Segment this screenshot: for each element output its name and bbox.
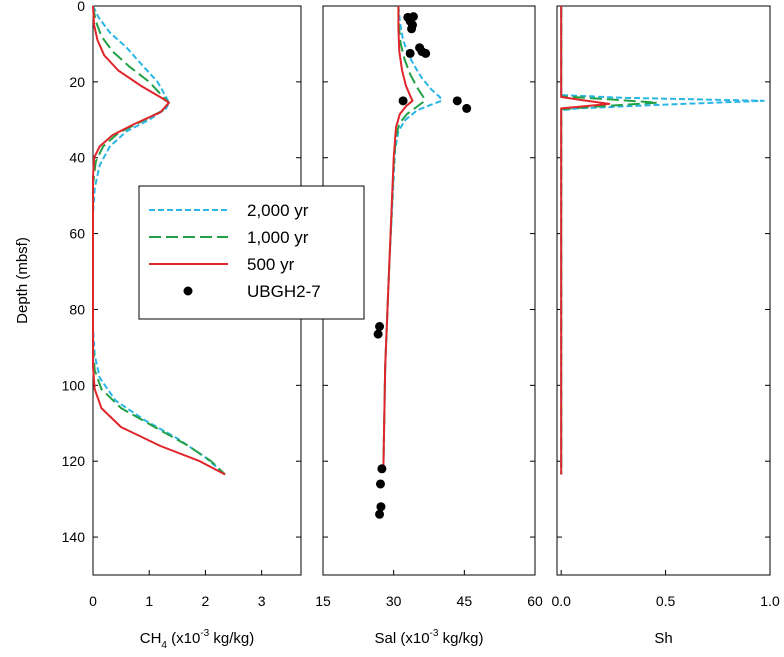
legend-label: 500 yr [247,255,295,274]
data-point-ubgh2-7 [375,322,385,332]
y-tick-label: 80 [69,301,85,317]
data-point-ubgh2-7 [407,24,417,34]
data-point-ubgh2-7 [462,103,472,113]
series-line-2-000-yr [92,5,226,476]
y-tick-label: 120 [62,453,86,469]
y-tick-label: 140 [62,529,86,545]
x-axis-label: CH4 (x10-3 kg/kg) [140,628,255,651]
y-tick-label: 20 [69,74,85,90]
series-line-1-000-yr [560,6,659,475]
x-tick-label: 15 [315,593,331,609]
panel-1: 0 20 40 60 80 100 120 140 0 1 2 3 CH4 (x10-3 kg/kg) D… [14,0,302,651]
plot-frame [556,5,771,576]
legend-label: UBGH2-7 [247,282,321,301]
x-axis-label: Sh [654,630,672,647]
legend-box [138,185,365,320]
x-tick-label: 1.0 [760,593,780,609]
x-tick-label: 60 [527,593,543,609]
y-tick-label: 40 [69,150,85,166]
x-tick-label: 0 [89,593,97,609]
data-point-ubgh2-7 [377,464,387,474]
legend-label: 1,000 yr [247,228,309,247]
legend-label: 2,000 yr [247,201,309,220]
y-tick-label: 60 [69,226,85,242]
data-point-ubgh2-7 [375,509,385,519]
series-line-2-000-yr [382,5,443,473]
data-point-ubgh2-7 [452,96,462,106]
data-point-ubgh2-7 [375,479,385,489]
x-tick-label: 0.0 [551,593,571,609]
panels: 0 20 40 60 80 100 120 140 0 1 2 3 CH4 (x10-3 kg/kg) D… [14,0,780,651]
series-line-500-yr [382,6,414,473]
data-point-ubgh2-7 [373,329,383,339]
data-point-ubgh2-7 [376,502,386,512]
x-tick-label: 3 [258,593,266,609]
x-tick-label: 0.5 [656,593,676,609]
series-line-1-000-yr [92,5,226,476]
x-axis-label: Sal (x10-3 kg/kg) [375,628,484,647]
y-tick-label: 100 [62,377,86,393]
data-point-ubgh2-7 [398,96,408,106]
data-point-ubgh2-7 [421,48,431,58]
x-tick-label: 45 [457,593,473,609]
x-tick-label: 1 [145,593,153,609]
series-line-500-yr [92,5,226,476]
legend: 2,000 yr 1,000 yr 500 yr UBGH2-7 [138,185,365,320]
series-line-2-000-yr [560,6,765,475]
y-tick-label: 0 [77,0,85,14]
x-tick-label: 2 [202,593,210,609]
data-point-ubgh2-7 [405,48,415,58]
x-tick-label: 30 [386,593,402,609]
y-axis-label: Depth (mbsf) [14,237,31,324]
panel-3: 0.0 0.5 1.0 Sh [551,5,780,647]
series-line-500-yr [560,6,611,475]
legend-marker [183,286,193,296]
panel-2: 15 30 45 60 Sal (x10-3 kg/kg) [315,5,543,647]
